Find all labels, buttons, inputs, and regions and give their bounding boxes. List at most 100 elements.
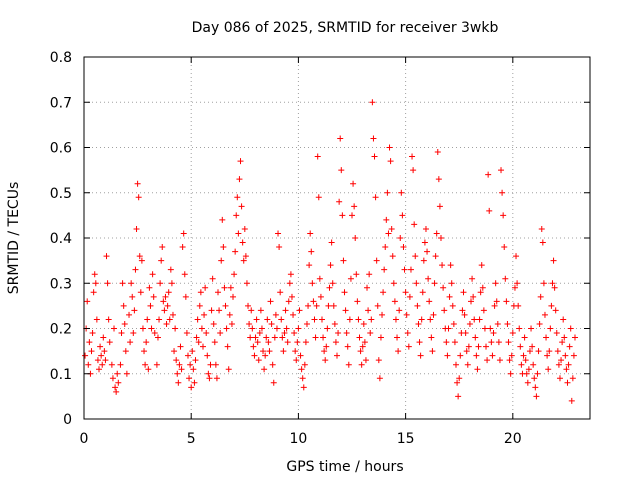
data-point [543, 334, 550, 341]
x-tick-label: 10 [289, 431, 307, 447]
data-point [233, 212, 240, 219]
data-point [347, 275, 354, 282]
data-point [481, 325, 488, 332]
data-point [161, 307, 168, 314]
data-point [354, 298, 361, 305]
data-point [257, 307, 264, 314]
data-point [120, 302, 127, 309]
data-point [344, 343, 351, 350]
data-point [522, 357, 529, 364]
data-point [463, 348, 470, 355]
data-point [265, 339, 272, 346]
x-tick-label: 0 [80, 431, 89, 447]
data-point [413, 280, 420, 287]
data-point [328, 239, 335, 246]
data-point [491, 302, 498, 309]
data-point [559, 339, 566, 346]
data-point [271, 334, 278, 341]
data-point [176, 361, 183, 368]
data-point [294, 339, 301, 346]
data-point [360, 320, 367, 327]
data-point [237, 158, 244, 165]
x-tick-label: 15 [397, 431, 415, 447]
data-point [547, 325, 554, 332]
data-point [137, 289, 144, 296]
data-point [367, 330, 374, 337]
data-point [432, 253, 439, 260]
grid-lines [84, 57, 590, 419]
data-point [381, 266, 388, 273]
data-point [101, 348, 108, 355]
data-point [94, 357, 101, 364]
data-point [471, 316, 478, 323]
data-point [212, 361, 219, 368]
data-point [215, 289, 222, 296]
data-point [246, 320, 253, 327]
data-point [96, 366, 103, 373]
data-point [567, 325, 574, 332]
data-point [523, 370, 530, 377]
y-tick-label: 0.8 [50, 50, 72, 66]
data-point [509, 330, 516, 337]
data-point [562, 352, 569, 359]
data-point [255, 357, 262, 364]
data-point [193, 334, 200, 341]
data-point [287, 271, 294, 278]
data-point [160, 298, 167, 305]
data-point [419, 289, 426, 296]
data-point [478, 262, 485, 269]
data-point [314, 153, 321, 160]
data-point [192, 357, 199, 364]
data-point [151, 330, 158, 337]
data-point [194, 316, 201, 323]
data-point [474, 366, 481, 373]
data-point [558, 357, 565, 364]
data-point [317, 293, 324, 300]
data-point [226, 311, 233, 318]
data-point [464, 361, 471, 368]
data-point [251, 352, 258, 359]
data-point [205, 370, 212, 377]
data-point [550, 257, 557, 264]
data-point [153, 361, 160, 368]
data-point [537, 293, 544, 300]
data-point [138, 257, 145, 264]
data-point [218, 257, 225, 264]
x-tick-label: 5 [187, 431, 196, 447]
data-point [206, 375, 213, 382]
data-point [204, 352, 211, 359]
data-point [549, 280, 556, 287]
data-point [119, 280, 126, 287]
data-point [134, 180, 141, 187]
data-point [555, 361, 562, 368]
data-point [315, 194, 322, 201]
data-point [280, 348, 287, 355]
data-point [133, 225, 140, 232]
data-point [332, 339, 339, 346]
data-point [398, 189, 405, 196]
data-point [466, 320, 473, 327]
data-point [440, 284, 447, 291]
data-point [459, 307, 466, 314]
data-point [351, 203, 358, 210]
data-point [177, 343, 184, 350]
data-point [297, 352, 304, 359]
data-point [422, 225, 429, 232]
data-point [421, 239, 428, 246]
data-point [489, 352, 496, 359]
data-point [131, 307, 138, 314]
data-point [270, 379, 277, 386]
data-point [216, 307, 223, 314]
data-point [536, 320, 543, 327]
data-point [250, 343, 257, 350]
data-point [188, 384, 195, 391]
data-point [261, 366, 268, 373]
data-point [352, 235, 359, 241]
data-point [111, 325, 118, 332]
data-point [530, 361, 537, 368]
data-point [296, 307, 303, 314]
data-point [269, 361, 276, 368]
data-point [279, 334, 286, 341]
data-point [456, 375, 463, 382]
